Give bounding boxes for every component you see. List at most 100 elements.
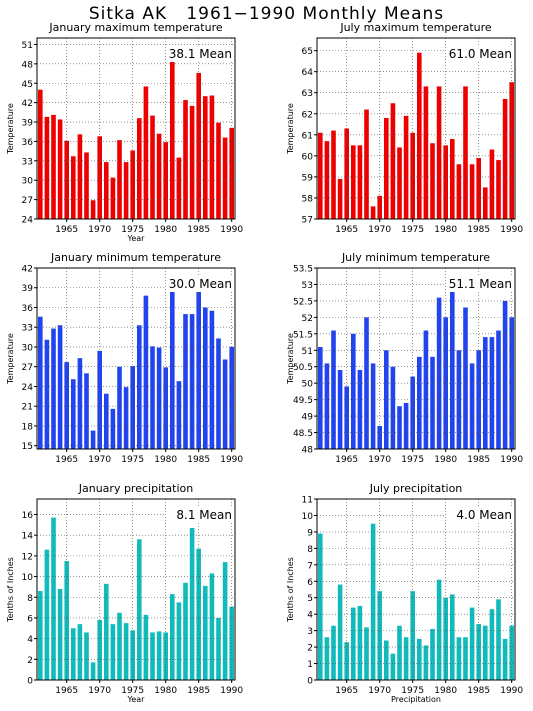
bar (51, 114, 56, 219)
bar (209, 95, 215, 219)
chart-panel-4: July minimum temperature 48 48.5 49 49.5 50 50… (286, 251, 523, 465)
bar (143, 295, 149, 449)
x-tick-label: 1980 (154, 225, 177, 235)
bar (209, 310, 215, 449)
bar (77, 358, 83, 449)
bar (97, 136, 102, 219)
x-axis-label: Precipitation (391, 695, 441, 704)
y-tick-label: 51 (22, 41, 33, 51)
bar (496, 160, 501, 219)
bar (163, 142, 168, 219)
x-axis-label: Year (127, 695, 146, 704)
bar (222, 359, 228, 449)
y-tick-label: 51.5 (293, 330, 313, 340)
bar (38, 316, 43, 449)
bar (130, 150, 135, 219)
chart-title: January minimum temperature (50, 251, 221, 264)
y-tick-label: 52 (302, 314, 313, 324)
annotation-background (166, 507, 234, 523)
x-tick-label: 1965 (55, 225, 78, 235)
y-tick-label: 63 (302, 89, 313, 99)
bar (150, 346, 155, 449)
bar (176, 381, 182, 449)
y-tick-label: 39 (22, 284, 34, 294)
bar (390, 103, 396, 219)
y-tick-label: 4 (27, 635, 33, 645)
bar (183, 100, 188, 219)
bar (337, 179, 343, 219)
bar (84, 152, 89, 219)
bar (150, 632, 155, 680)
y-tick-label: 36 (22, 304, 34, 314)
bar (71, 628, 76, 680)
bar (51, 328, 56, 449)
x-tick-label: 1990 (500, 455, 523, 465)
y-tick-label: 30 (22, 343, 34, 353)
chart-title: July precipitation (369, 482, 463, 495)
bar (222, 137, 228, 219)
bar (476, 350, 481, 449)
bar (156, 347, 162, 449)
bar (170, 594, 175, 680)
bar (57, 325, 63, 449)
annotation-background (446, 507, 514, 523)
bar (196, 548, 201, 680)
bar (483, 625, 488, 680)
chart-title: July minimum temperature (341, 251, 490, 264)
mean-annotation: 4.0 Mean (456, 508, 512, 522)
y-tick-label: 42 (22, 265, 33, 275)
plot-frame (316, 267, 516, 450)
bar (104, 583, 109, 680)
bar (163, 367, 168, 449)
bar (450, 594, 455, 680)
y-tick-label: 12 (22, 552, 33, 562)
bar (351, 333, 356, 449)
y-tick-label: 21 (22, 403, 33, 413)
bar (489, 337, 495, 449)
x-tick-label: 1990 (500, 225, 523, 235)
bar (423, 86, 429, 219)
bar (110, 408, 116, 449)
bar (137, 325, 142, 449)
bar (176, 602, 182, 680)
y-tick-label: 50 (302, 380, 314, 390)
bar (196, 284, 201, 449)
bar (331, 130, 336, 219)
bar (222, 562, 228, 680)
bar (450, 287, 455, 449)
bar (84, 373, 89, 449)
y-tick-label: 39 (22, 119, 34, 129)
bar (430, 356, 435, 449)
bar (143, 86, 149, 219)
bar (443, 597, 448, 680)
bar (189, 527, 195, 680)
bar (502, 99, 508, 219)
bar (351, 607, 356, 680)
y-tick-label: 3 (307, 627, 313, 637)
bar (196, 72, 201, 219)
x-tick-label: 1970 (368, 686, 391, 696)
y-tick-label: 51 (302, 347, 313, 357)
y-tick-label: 48.5 (293, 429, 313, 439)
mean-annotation: 38.1 Mean (169, 47, 232, 61)
bar (357, 605, 363, 680)
y-tick-label: 1 (307, 660, 313, 670)
x-tick-label: 1980 (154, 455, 177, 465)
y-tick-label: 15 (22, 442, 33, 452)
y-tick-label: 64 (302, 68, 314, 78)
y-tick-label: 49.5 (293, 396, 313, 406)
bar (483, 337, 488, 449)
y-tick-label: 11 (302, 496, 313, 506)
bar (417, 356, 422, 449)
y-tick-label: 33 (22, 324, 33, 334)
bar (397, 406, 402, 449)
y-tick-label: 2 (307, 644, 313, 654)
mean-annotation: 30.0 Mean (169, 277, 232, 291)
bar (370, 523, 376, 680)
mean-annotation: 8.1 Mean (176, 508, 232, 522)
bar (318, 132, 323, 219)
x-tick-label: 1990 (220, 686, 243, 696)
x-tick-label: 1990 (220, 225, 243, 235)
bar (324, 141, 330, 219)
bar (203, 307, 208, 449)
